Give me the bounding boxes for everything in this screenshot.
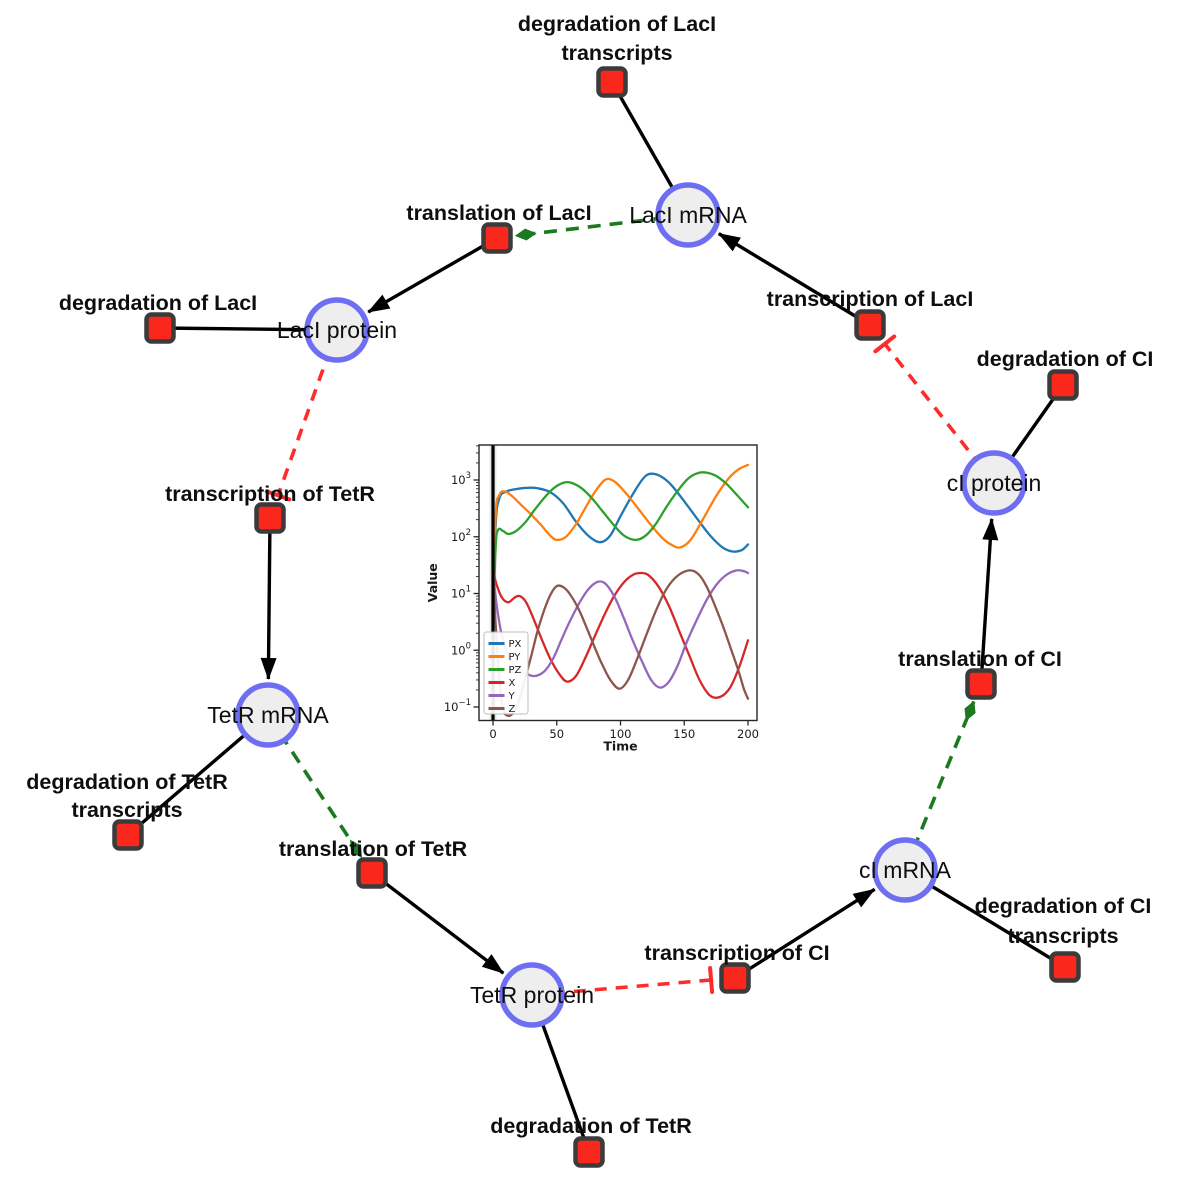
- reaction-node-deg-tetr-transcripts[interactable]: [112, 819, 144, 851]
- reaction-node-deg-laci[interactable]: [144, 312, 176, 344]
- reaction-label-transl-laci: translation of LacI: [406, 201, 591, 225]
- reaction-label-deg-tetr: degradation of TetR: [490, 1114, 692, 1138]
- species-node-ci-protein[interactable]: [961, 450, 1027, 516]
- y-tick-label-10e3: 103: [451, 471, 471, 487]
- legend-label-PX: PX: [509, 639, 522, 650]
- reaction-label-deg-laci: degradation of LacI: [59, 291, 257, 315]
- edge-transl-tetr-to-tetr-protein: [370, 871, 505, 975]
- reaction-node-txn-laci[interactable]: [854, 309, 886, 341]
- reaction-label-deg-ci: degradation of CI: [977, 347, 1154, 371]
- species-node-laci-mrna[interactable]: [655, 182, 721, 248]
- curves-group: [491, 463, 750, 718]
- species-label-laci-protein: LacI protein: [277, 317, 397, 343]
- curve-PX: [491, 472, 750, 635]
- x-tick-label-100: 100: [610, 727, 632, 741]
- species-label-tetr-mrna: TetR mRNA: [207, 702, 329, 728]
- reaction-node-deg-laci-transcripts[interactable]: [596, 66, 628, 98]
- reaction-label-transl-ci: translation of CI: [898, 647, 1062, 671]
- reaction-node-deg-tetr[interactable]: [573, 1136, 605, 1168]
- reaction-node-transl-ci[interactable]: [965, 668, 997, 700]
- legend-box: [483, 631, 529, 715]
- legend-entry-X: X: [488, 678, 516, 689]
- species-node-laci-protein[interactable]: [304, 297, 370, 363]
- legend-entry-PZ: PZ: [488, 665, 522, 676]
- legend-label-PZ: PZ: [509, 665, 522, 676]
- reaction-label-txn-laci: transcription of LacI: [767, 287, 974, 311]
- species-label-tetr-protein: TetR protein: [470, 982, 594, 1008]
- reaction-label-deg-laci-transcripts-line1: degradation of LacI: [518, 12, 716, 36]
- reaction-label-deg-ci-transcripts-line1: degradation of CI: [975, 894, 1152, 918]
- reaction-node-deg-ci[interactable]: [1047, 369, 1079, 401]
- species-label-ci-mrna: cI mRNA: [859, 857, 952, 883]
- y-tick-label-10e1: 101: [451, 585, 471, 601]
- inset-plot: 0 50 100 150 20010310210110010−1TimeValuePXP…: [425, 444, 759, 754]
- reaction-node-deg-ci-transcripts[interactable]: [1049, 951, 1081, 983]
- reaction-label-deg-tetr-transcripts-line2: transcripts: [71, 798, 182, 822]
- reaction-node-transl-tetr[interactable]: [356, 857, 388, 889]
- plot-frame: [478, 444, 758, 722]
- y-tick-label-10e2: 102: [451, 528, 471, 544]
- x-tick-label-50: 50: [549, 727, 564, 741]
- x-tick-label-0: 0: [489, 727, 496, 741]
- legend: PX PY PZ XYZ: [483, 631, 529, 715]
- reaction-node-transl-laci[interactable]: [481, 222, 513, 254]
- reaction-label-deg-ci-transcripts-line2: transcripts: [1007, 924, 1118, 948]
- nodes-layer: [112, 66, 1081, 1168]
- legend-label-X: X: [509, 678, 516, 689]
- y-tick-label-10e0: 100: [451, 641, 471, 657]
- legend-label-Z: Z: [509, 704, 516, 715]
- species-node-tetr-mrna[interactable]: [235, 682, 301, 748]
- x-tick-label-200: 200: [737, 727, 759, 741]
- edges-layer: [126, 81, 1066, 1153]
- y-axis-title: Value: [425, 563, 440, 602]
- species-label-laci-mrna: LacI mRNA: [629, 202, 747, 228]
- edge-txn-laci-to-laci-mrna: [717, 232, 871, 327]
- curve-PY: [491, 463, 750, 635]
- edge-txn-ci-to-ci-mrna: [734, 887, 876, 980]
- edge-txn-tetr-to-tetr-mrna: [260, 517, 277, 681]
- legend-label-PY: PY: [509, 652, 522, 663]
- edge-transl-ci-to-ci-protein: [979, 517, 999, 685]
- species-node-tetr-protein[interactable]: [499, 962, 565, 1028]
- reaction-label-deg-tetr-transcripts-line1: degradation of TetR: [26, 770, 228, 794]
- legend-entry-PY: PY: [488, 652, 522, 663]
- curve-X: [491, 569, 750, 699]
- reaction-label-txn-ci: transcription of CI: [644, 941, 829, 965]
- edge-transl-laci-to-laci-protein: [367, 236, 498, 314]
- reaction-node-txn-tetr[interactable]: [254, 502, 286, 534]
- reaction-node-txn-ci[interactable]: [719, 962, 751, 994]
- y-tick-label-10e-1: 10−1: [444, 698, 471, 714]
- reaction-label-txn-tetr: transcription of TetR: [165, 482, 375, 506]
- labels-layer: LacI mRNA LacI protein TetR mRNA TetR prote…: [26, 12, 1153, 1138]
- legend-label-Y: Y: [508, 691, 516, 702]
- reaction-label-transl-tetr: translation of TetR: [279, 837, 468, 861]
- curve-PZ: [491, 471, 750, 635]
- legend-entry-Z: Z: [488, 704, 516, 715]
- species-node-ci-mrna[interactable]: [872, 837, 938, 903]
- legend-entry-Y: Y: [488, 691, 516, 702]
- x-axis-title: Time: [603, 739, 637, 754]
- reaction-label-deg-laci-transcripts-line2: transcripts: [561, 41, 672, 65]
- x-tick-label-150: 150: [673, 727, 695, 741]
- species-label-ci-protein: cI protein: [947, 470, 1042, 496]
- legend-entry-PX: PX: [488, 639, 522, 650]
